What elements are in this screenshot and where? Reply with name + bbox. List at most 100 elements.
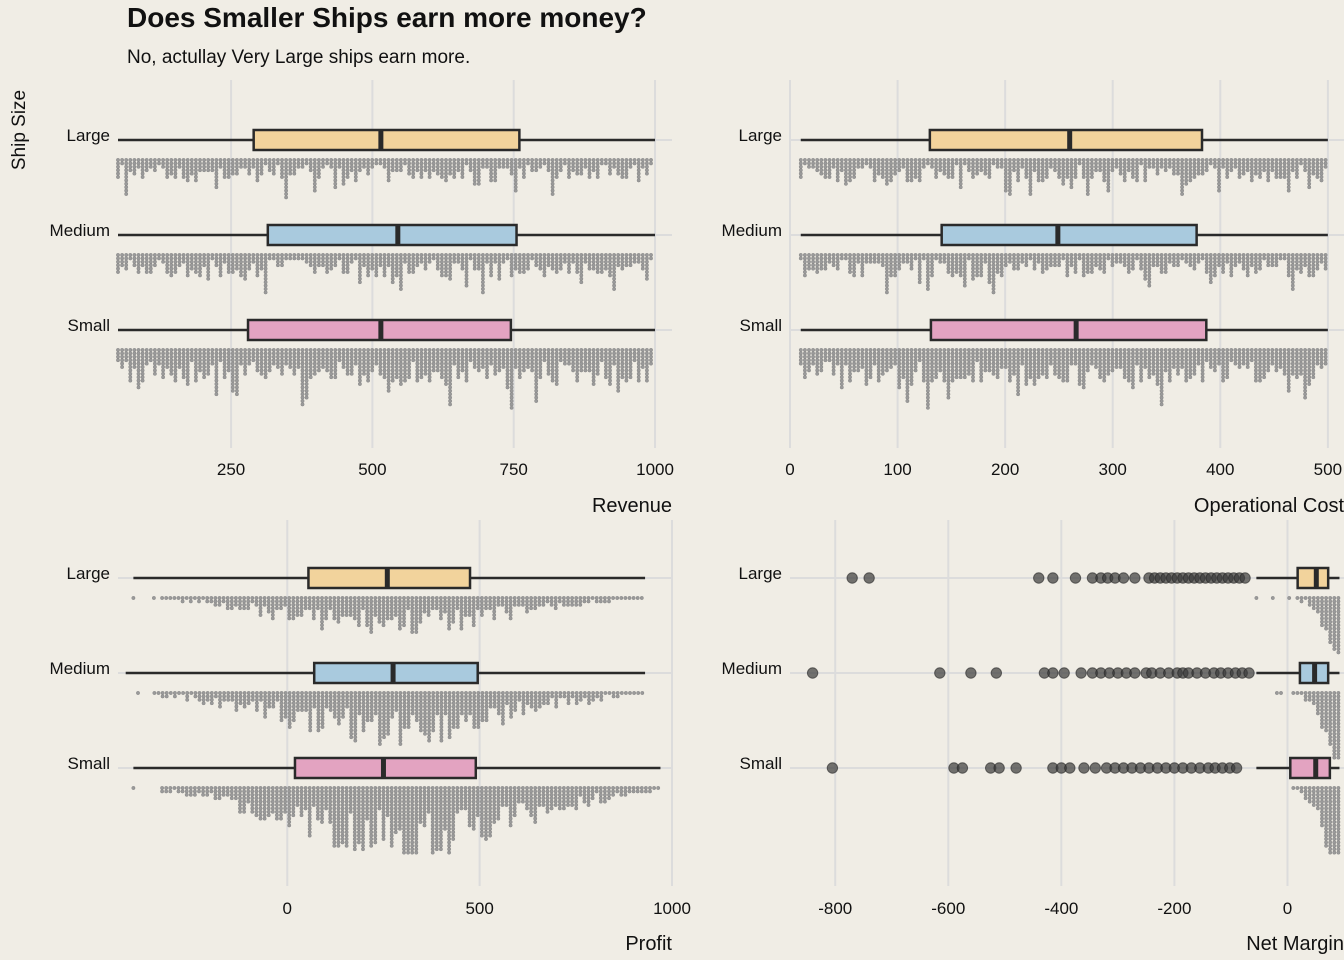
dot	[1143, 348, 1148, 352]
dot	[632, 351, 637, 356]
dot	[295, 609, 300, 614]
dot	[299, 609, 304, 614]
dot	[1241, 253, 1246, 257]
dot	[1073, 259, 1078, 264]
dot	[930, 354, 934, 359]
dot	[1196, 259, 1201, 264]
dot	[1315, 266, 1320, 271]
dot	[435, 171, 440, 176]
dot	[120, 158, 125, 162]
dot	[1147, 358, 1152, 363]
dot	[876, 164, 881, 169]
dot	[181, 256, 186, 261]
dot	[1196, 158, 1201, 162]
dot	[1278, 351, 1283, 356]
dot	[1237, 175, 1242, 179]
x-tick-label: 400	[1206, 460, 1234, 479]
dot	[632, 358, 637, 363]
dot	[599, 161, 604, 166]
dot	[571, 158, 575, 162]
dot	[1065, 358, 1070, 363]
dot	[1311, 168, 1316, 173]
dot	[242, 596, 247, 600]
dot	[889, 273, 893, 278]
dot	[239, 164, 243, 169]
dot	[140, 354, 145, 359]
dot	[599, 256, 604, 261]
dot	[1061, 375, 1066, 380]
dot	[181, 168, 186, 173]
dot	[403, 375, 407, 380]
dot	[811, 351, 815, 356]
dot	[177, 361, 182, 366]
dot	[292, 351, 297, 356]
dot	[595, 164, 600, 169]
dot	[971, 378, 975, 383]
dot	[640, 361, 645, 366]
dot	[214, 354, 219, 359]
dot	[370, 358, 375, 363]
dot	[579, 256, 584, 261]
dot	[616, 351, 621, 356]
dot	[1270, 161, 1275, 166]
dot	[366, 171, 370, 176]
dot	[509, 405, 514, 410]
dot	[136, 259, 141, 264]
dot	[325, 266, 329, 271]
dot	[280, 371, 284, 376]
dot	[214, 358, 219, 363]
dot	[645, 371, 649, 376]
dot	[476, 168, 481, 173]
dot	[1151, 253, 1156, 257]
dot	[864, 253, 869, 257]
dot	[251, 351, 256, 356]
dot	[444, 378, 448, 383]
dot	[357, 351, 362, 356]
dot	[172, 596, 177, 600]
dot	[439, 354, 444, 359]
dot	[255, 354, 260, 359]
dot	[509, 378, 514, 383]
dot	[550, 171, 555, 176]
dot	[958, 259, 963, 264]
dot	[604, 368, 608, 373]
dot	[567, 263, 571, 268]
dot	[1098, 351, 1103, 356]
dot	[320, 606, 324, 611]
dot	[550, 361, 555, 366]
dot	[340, 609, 345, 614]
dot	[950, 358, 955, 363]
dot	[234, 378, 239, 383]
dot	[161, 361, 166, 366]
dot	[332, 602, 337, 607]
dot	[954, 263, 959, 268]
dot	[905, 375, 910, 380]
dot	[226, 348, 231, 352]
dot	[180, 599, 185, 604]
dot	[889, 253, 893, 257]
dot	[419, 175, 424, 179]
dot	[880, 361, 885, 366]
dot	[1262, 358, 1267, 363]
dot	[624, 259, 629, 264]
dot	[1151, 256, 1156, 261]
dot	[1057, 171, 1062, 176]
dot	[336, 609, 341, 614]
dot	[1217, 175, 1221, 179]
dot	[889, 158, 893, 162]
dot	[1167, 164, 1172, 169]
dot	[213, 602, 218, 607]
dot	[1241, 348, 1246, 352]
dot	[369, 596, 374, 600]
dot	[827, 348, 832, 352]
dot	[493, 164, 498, 169]
dot	[803, 158, 807, 162]
dot	[1295, 358, 1299, 363]
dot	[312, 368, 317, 373]
dot	[1008, 361, 1012, 366]
dot	[366, 256, 370, 261]
dot	[173, 256, 178, 261]
dot	[885, 259, 889, 264]
dot	[365, 606, 369, 611]
dot	[202, 263, 207, 268]
